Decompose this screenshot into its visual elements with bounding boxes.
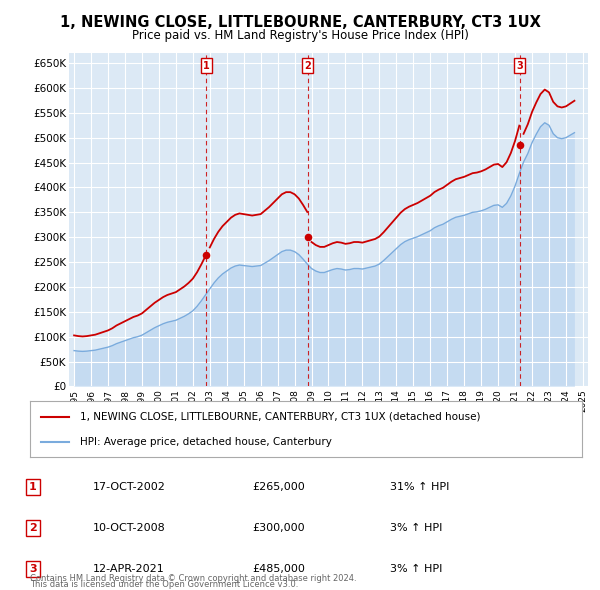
Text: 3: 3 [517, 61, 523, 71]
Point [515, 140, 524, 150]
Text: 3: 3 [29, 565, 37, 574]
Text: £485,000: £485,000 [252, 565, 305, 574]
Text: 31% ↑ HPI: 31% ↑ HPI [390, 482, 449, 491]
Text: 1, NEWING CLOSE, LITTLEBOURNE, CANTERBURY, CT3 1UX: 1, NEWING CLOSE, LITTLEBOURNE, CANTERBUR… [59, 15, 541, 30]
Text: £265,000: £265,000 [252, 482, 305, 491]
Text: 2: 2 [304, 61, 311, 71]
Text: 1: 1 [203, 61, 209, 71]
Point [303, 232, 313, 242]
Text: £300,000: £300,000 [252, 523, 305, 533]
Text: 1, NEWING CLOSE, LITTLEBOURNE, CANTERBURY, CT3 1UX (detached house): 1, NEWING CLOSE, LITTLEBOURNE, CANTERBUR… [80, 412, 480, 422]
Text: Contains HM Land Registry data © Crown copyright and database right 2024.: Contains HM Land Registry data © Crown c… [30, 574, 356, 583]
Point [202, 250, 211, 260]
Text: 3% ↑ HPI: 3% ↑ HPI [390, 523, 442, 533]
Text: This data is licensed under the Open Government Licence v3.0.: This data is licensed under the Open Gov… [30, 581, 298, 589]
Text: 2: 2 [29, 523, 37, 533]
Text: 1: 1 [29, 482, 37, 491]
Text: 10-OCT-2008: 10-OCT-2008 [93, 523, 166, 533]
Text: Price paid vs. HM Land Registry's House Price Index (HPI): Price paid vs. HM Land Registry's House … [131, 30, 469, 42]
Text: 12-APR-2021: 12-APR-2021 [93, 565, 165, 574]
Text: 3% ↑ HPI: 3% ↑ HPI [390, 565, 442, 574]
Text: HPI: Average price, detached house, Canterbury: HPI: Average price, detached house, Cant… [80, 437, 332, 447]
Text: 17-OCT-2002: 17-OCT-2002 [93, 482, 166, 491]
